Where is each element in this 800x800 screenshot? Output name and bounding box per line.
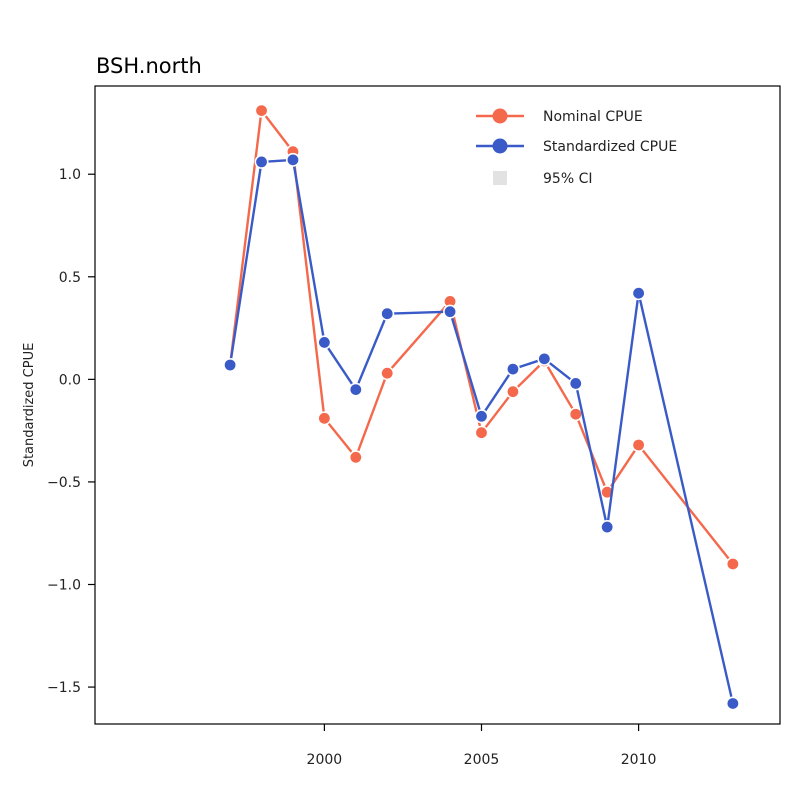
y-tick-label: −1.0 (47, 578, 81, 594)
data-point (600, 520, 615, 535)
legend-swatch-ci (493, 171, 507, 185)
data-point (631, 438, 646, 453)
chart-title: BSH.north (96, 54, 202, 78)
data-point (505, 384, 520, 399)
data-point (380, 306, 395, 321)
x-tick-label: 2005 (464, 752, 500, 768)
series-layer (223, 103, 740, 711)
data-point (254, 103, 269, 118)
data-point (317, 411, 332, 426)
x-axis: 2000 2005 2010 (307, 724, 657, 768)
y-tick-label: −0.5 (47, 475, 81, 491)
y-tick-label: 0.5 (59, 270, 81, 286)
data-point (537, 351, 552, 366)
data-point (348, 450, 363, 465)
data-point (568, 376, 583, 391)
data-point (474, 409, 489, 424)
legend-label: Nominal CPUE (543, 109, 643, 125)
data-point (725, 556, 740, 571)
legend-label: 95% CI (543, 171, 592, 187)
series-line (228, 158, 735, 704)
x-tick-label: 2000 (307, 752, 343, 768)
data-point (348, 382, 363, 397)
series-standardized (223, 152, 740, 711)
data-point (254, 154, 269, 169)
legend-label: Standardized CPUE (543, 139, 677, 155)
series-nominal (223, 103, 740, 571)
data-point (474, 425, 489, 440)
legend-swatch-marker (492, 108, 508, 124)
y-axis-label: Standardized CPUE (22, 343, 37, 468)
legend-swatch-marker (492, 138, 508, 154)
data-point (725, 696, 740, 711)
data-point (631, 286, 646, 301)
y-axis: −1.5 −1.0 −0.5 0.0 0.5 1.0 (47, 167, 95, 696)
y-tick-label: 1.0 (59, 167, 81, 183)
y-tick-label: −1.5 (47, 680, 81, 696)
data-point (568, 407, 583, 422)
data-point (505, 362, 520, 377)
data-point (317, 335, 332, 350)
data-point (380, 366, 395, 381)
legend: Nominal CPUE Standardized CPUE 95% CI (476, 108, 677, 187)
data-point (223, 357, 238, 372)
data-point (285, 152, 300, 167)
plot-frame (94, 85, 781, 725)
y-tick-label: 0.0 (59, 372, 81, 388)
x-tick-label: 2010 (621, 752, 657, 768)
data-point (443, 304, 458, 319)
series-line (228, 109, 734, 565)
